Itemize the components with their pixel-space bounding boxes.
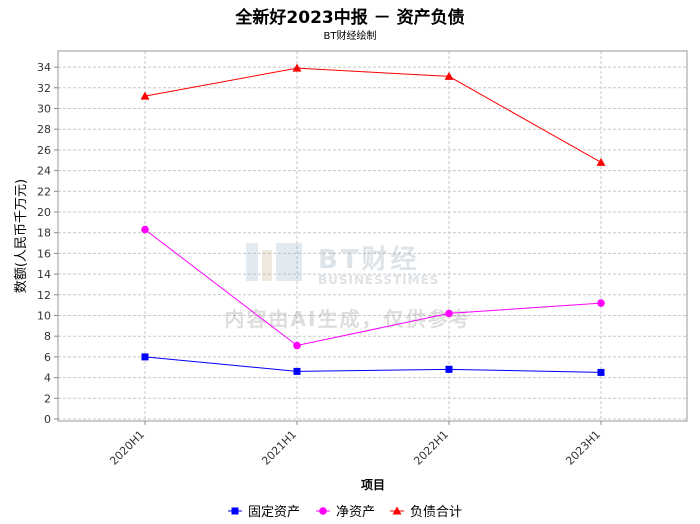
y-tick-label: 6 <box>44 351 51 364</box>
x-tick-label: 2023H1 <box>563 428 603 468</box>
series-2 <box>141 225 605 350</box>
series-line <box>144 356 602 373</box>
y-tick-label: 10 <box>37 310 51 323</box>
legend-item-2: 净资产 <box>316 505 375 520</box>
watermark-brand-en: BUSINESSTIMES <box>318 273 439 287</box>
series-1 <box>141 353 605 376</box>
y-tick-label: 34 <box>37 61 51 74</box>
data-point <box>444 71 454 80</box>
data-point <box>445 309 453 318</box>
plot-area-border <box>57 50 688 422</box>
x-tick-label: 2020H1 <box>107 428 147 468</box>
watermark-logo-block-1 <box>246 243 258 281</box>
y-tick-label: 24 <box>37 165 51 178</box>
y-axis-label: 数额(人民币千万元) <box>14 179 29 293</box>
y-tick-label: 32 <box>37 82 51 95</box>
chart-title: 全新好2023中报 － 资产负债 <box>235 8 465 28</box>
data-point <box>596 157 606 166</box>
grid-lines <box>58 51 687 421</box>
y-tick-label: 28 <box>37 123 51 136</box>
data-point <box>293 367 301 375</box>
legend-label: 固定资产 <box>248 505 300 520</box>
data-point <box>141 225 149 234</box>
chart-subtitle: BT财经绘制 <box>323 31 377 42</box>
series-3 <box>140 63 606 166</box>
data-point <box>140 91 150 100</box>
data-point <box>141 353 149 361</box>
y-tick-label: 4 <box>44 372 51 385</box>
legend-marker <box>392 506 402 515</box>
legend-marker <box>231 507 239 515</box>
y-tick-label: 12 <box>37 289 51 302</box>
data-point <box>292 63 302 72</box>
watermark: BT财经 BUSINESSTIMES 内容由AI生成，仅供参考 <box>225 243 472 331</box>
legend-label: 负债合计 <box>410 505 462 520</box>
y-tick-label: 0 <box>44 413 51 426</box>
x-tick-label: 2021H1 <box>259 428 299 468</box>
x-axis-label: 项目 <box>361 478 385 492</box>
series-line <box>144 67 602 163</box>
legend: 固定资产 净资产 负债合计 <box>228 505 462 520</box>
y-tick-label: 30 <box>37 103 51 116</box>
series-line <box>144 229 602 347</box>
data-point <box>597 299 605 307</box>
watermark-logo-block-3 <box>276 243 302 281</box>
watermark-logo-block-2 <box>262 250 272 281</box>
x-tick-label: 2022H1 <box>411 428 451 468</box>
y-tick-label: 26 <box>37 144 51 157</box>
watermark-notice: 内容由AI生成，仅供参考 <box>225 307 472 331</box>
y-tick-label: 2 <box>44 392 51 405</box>
legend-item-1: 固定资产 <box>228 505 300 520</box>
y-tick-label: 18 <box>37 227 51 240</box>
data-point <box>445 365 453 373</box>
y-tick-label: 14 <box>37 268 51 281</box>
watermark-brand-cn: BT财经 <box>318 244 420 275</box>
series <box>140 63 606 376</box>
y-tick-label: 22 <box>37 185 51 198</box>
legend-item-3: 负债合计 <box>390 505 462 520</box>
data-point <box>293 341 301 350</box>
y-tick-label: 16 <box>37 247 51 260</box>
data-point <box>597 368 605 376</box>
y-tick-label: 20 <box>37 206 51 219</box>
legend-marker <box>319 507 327 515</box>
legend-label: 净资产 <box>336 505 375 520</box>
y-tick-label: 8 <box>44 330 51 343</box>
